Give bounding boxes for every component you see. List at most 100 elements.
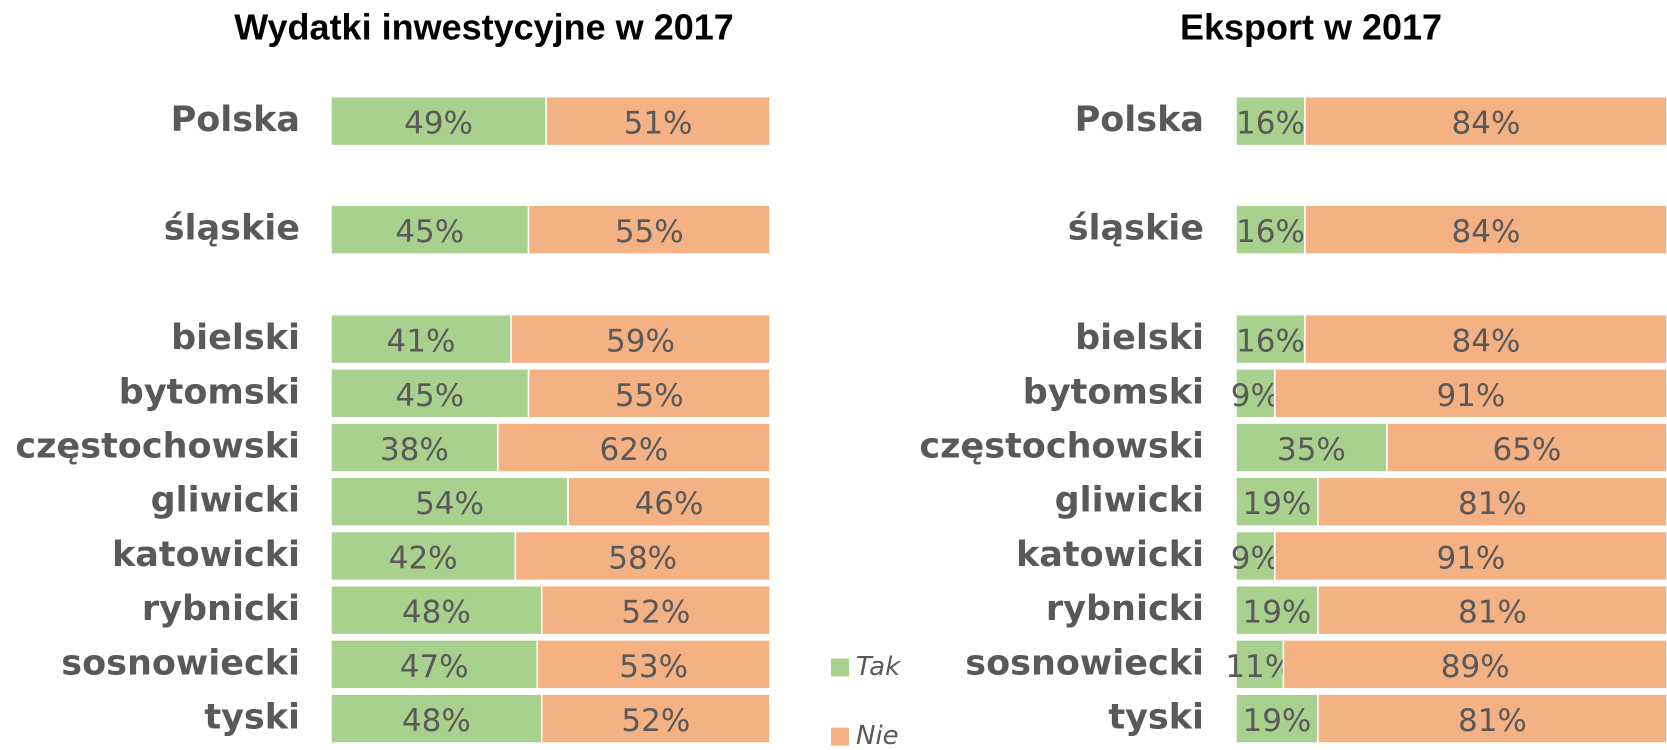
bar-segment — [330, 368, 530, 419]
value-label: 58% — [608, 540, 677, 576]
category-label: rybnicki — [1046, 589, 1204, 629]
bar-segment — [1235, 693, 1319, 744]
value-label: 55% — [615, 378, 684, 414]
value-label: 45% — [395, 378, 464, 414]
value-label: 62% — [599, 432, 668, 468]
bar-segment — [1235, 584, 1319, 636]
bar-segment — [527, 204, 771, 255]
category-label: bytomski — [1023, 372, 1204, 412]
category-label: bytomski — [119, 372, 300, 412]
bar-segment — [1235, 313, 1306, 365]
category-label: Polska — [1075, 100, 1204, 140]
value-label: 9% — [1231, 378, 1280, 414]
value-label: 89% — [1441, 649, 1510, 685]
bar-segment — [330, 313, 512, 365]
value-label: 19% — [1242, 703, 1311, 739]
value-label: 45% — [395, 214, 464, 250]
category-label: śląskie — [1068, 209, 1204, 249]
category-label: katowicki — [1016, 535, 1204, 575]
bar-segment — [1317, 476, 1667, 527]
category-label: rybnicki — [142, 589, 300, 629]
bar-segment — [1317, 584, 1667, 636]
chart-title: Eksport w 2017 — [1180, 7, 1442, 48]
value-label: 81% — [1458, 703, 1527, 739]
bar-segment — [1235, 476, 1319, 527]
category-label: śląskie — [164, 209, 300, 249]
category-label: bielski — [171, 318, 300, 358]
bar-segment — [540, 693, 771, 744]
bar-segment — [510, 313, 771, 365]
bar-segment — [514, 530, 771, 582]
value-label: 42% — [389, 540, 458, 576]
value-label: 16% — [1236, 324, 1305, 360]
category-label: częstochowski — [15, 427, 300, 467]
value-label: 53% — [619, 649, 688, 685]
value-label: 55% — [615, 214, 684, 250]
category-label: częstochowski — [919, 427, 1204, 467]
value-label: 46% — [635, 486, 704, 522]
category-label: sosnowiecki — [965, 643, 1204, 683]
value-label: 52% — [621, 595, 690, 631]
bar-segment — [1386, 422, 1667, 473]
bar-segment — [1235, 95, 1306, 147]
legend-label: Tak — [856, 652, 901, 682]
bar-segment — [536, 639, 771, 690]
value-label: 84% — [1452, 324, 1521, 360]
bar-segment — [330, 530, 517, 582]
value-label: 81% — [1458, 486, 1527, 522]
value-label: 35% — [1277, 432, 1346, 468]
value-label: 47% — [400, 649, 469, 685]
bar-segment — [330, 639, 539, 690]
value-label: 91% — [1436, 540, 1505, 576]
bar-segment — [540, 584, 771, 636]
value-label: 19% — [1242, 595, 1311, 631]
legend-swatch — [831, 658, 849, 677]
bar-segment — [1304, 95, 1667, 147]
value-label: 59% — [606, 324, 675, 360]
value-label: 48% — [402, 703, 471, 739]
bar-segment — [527, 368, 771, 419]
value-label: 16% — [1236, 214, 1305, 250]
category-label: gliwicki — [1055, 481, 1204, 521]
category-label: katowicki — [112, 535, 300, 575]
value-label: 81% — [1458, 595, 1527, 631]
bar-segment — [545, 95, 771, 147]
value-label: 84% — [1452, 106, 1521, 142]
bar-segment — [330, 95, 547, 147]
bar-segment — [1274, 368, 1667, 419]
value-label: 49% — [404, 106, 473, 142]
bar-segment — [1317, 693, 1667, 744]
bar-segment — [330, 422, 499, 473]
value-label: 16% — [1236, 106, 1305, 142]
value-label: 52% — [621, 703, 690, 739]
value-label: 19% — [1242, 486, 1311, 522]
value-label: 51% — [624, 106, 693, 142]
chart-title: Wydatki inwestycyjne w 2017 — [234, 7, 734, 48]
value-label: 65% — [1492, 432, 1561, 468]
category-label: tyski — [204, 698, 300, 738]
legend-label: Nie — [856, 721, 899, 750]
bar-segment — [1235, 204, 1306, 255]
value-label: 9% — [1231, 540, 1280, 576]
value-label: 41% — [387, 324, 456, 360]
value-label: 84% — [1452, 214, 1521, 250]
category-label: sosnowiecki — [61, 643, 300, 683]
bar-segment — [1274, 530, 1667, 582]
value-label: 91% — [1436, 378, 1505, 414]
category-label: Polska — [171, 100, 300, 140]
bar-segment — [1282, 639, 1667, 690]
bar-segment — [1235, 422, 1388, 473]
category-label: bielski — [1075, 318, 1204, 358]
bar-segment — [497, 422, 771, 473]
bar-segment — [567, 476, 771, 527]
bar-segment — [1235, 530, 1276, 582]
bar-segment — [330, 204, 530, 255]
category-label: tyski — [1108, 698, 1204, 738]
bar-segment — [1235, 368, 1276, 419]
bar-segment — [330, 693, 543, 744]
category-label: gliwicki — [151, 481, 300, 521]
value-label: 38% — [380, 432, 449, 468]
legend-swatch — [831, 727, 849, 746]
value-label: 54% — [415, 486, 484, 522]
